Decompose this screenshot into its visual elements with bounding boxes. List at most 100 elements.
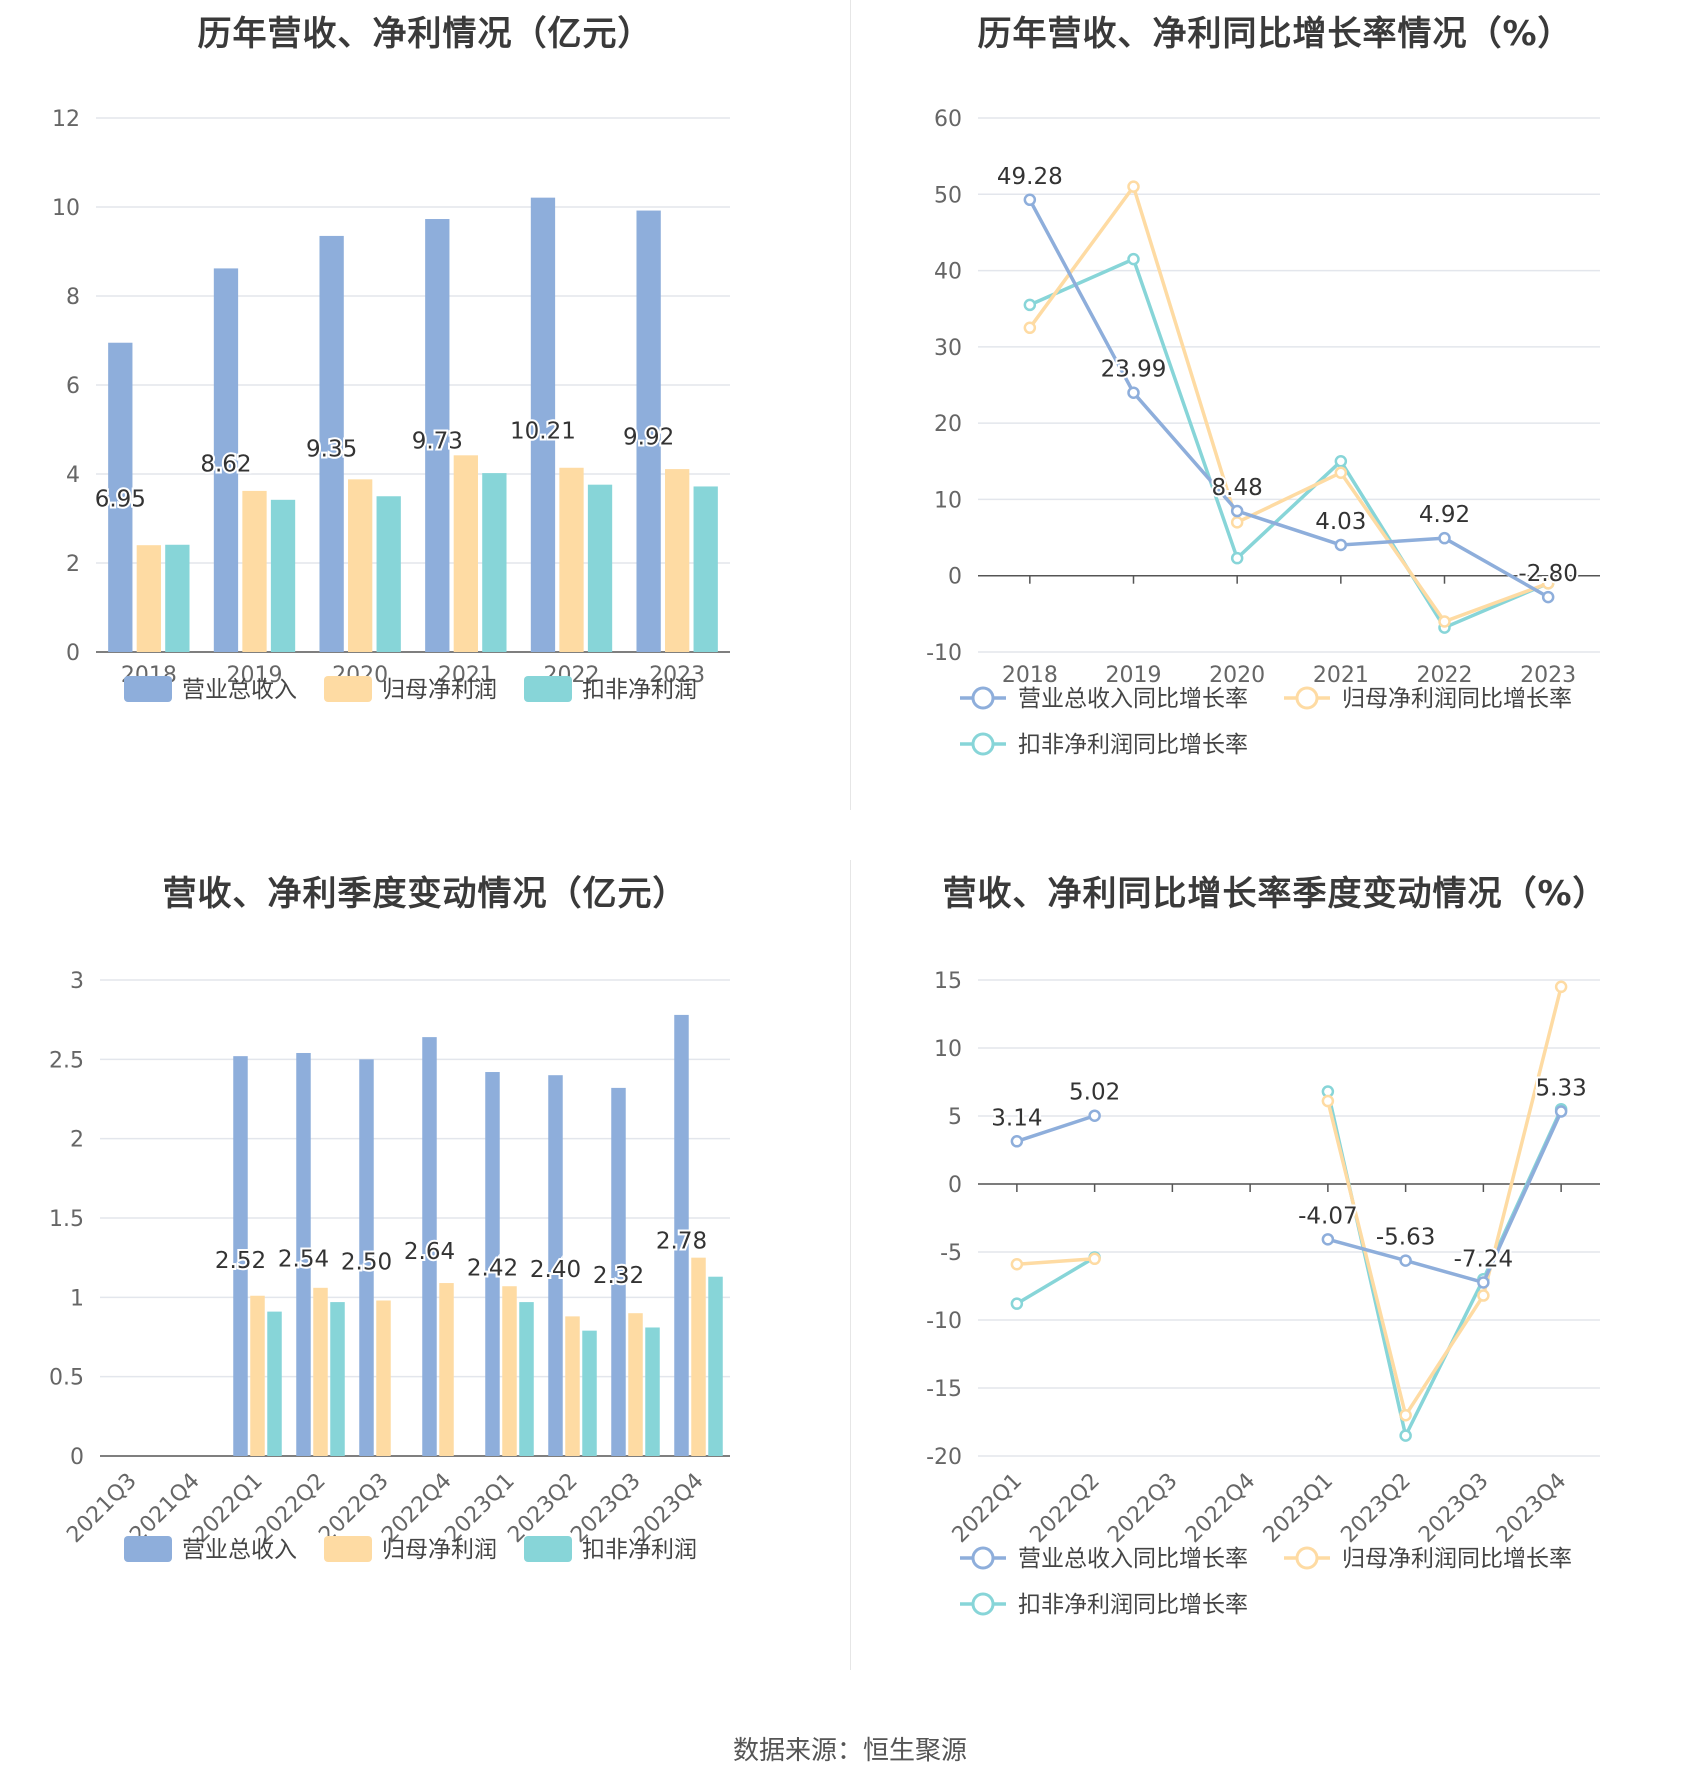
legend-swatch	[124, 1536, 172, 1562]
data-label: -7.24	[1454, 1246, 1514, 1272]
x-tick-label: 2021	[1313, 663, 1369, 688]
quarterly-amounts-chart: 0 0.5 1 1.5 2 2.5 3 2.52 2.54 2.50 2.64 2.42 2.40 2.3…	[49, 969, 730, 1563]
legend-marker	[1295, 686, 1319, 710]
x-tick-label: 2022Q1	[948, 1469, 1027, 1548]
x-tick-label: 2019	[1106, 663, 1162, 688]
data-label: 49.28	[997, 164, 1063, 190]
x-tick-label: 2022Q2	[1025, 1469, 1104, 1548]
legend-label: 扣非净利润	[582, 677, 697, 703]
bar-net-profit	[559, 467, 584, 652]
legend-label: 归母净利润同比增长率	[1342, 686, 1572, 712]
series-line	[1015, 1255, 1096, 1306]
series-point	[1010, 1297, 1024, 1310]
series-point	[1438, 615, 1451, 628]
series-point	[1088, 1109, 1101, 1122]
bar-revenue	[319, 235, 344, 653]
chart-title: 历年营收、净利情况（亿元）	[197, 14, 653, 54]
data-label: 2.40	[530, 1257, 581, 1283]
data-label: 2.32	[593, 1263, 644, 1289]
data-label: 9.92	[623, 425, 674, 451]
bar-net-profit	[313, 1287, 328, 1456]
series-line	[1016, 1114, 1096, 1143]
series-point	[1334, 455, 1348, 468]
series-line	[1016, 1257, 1095, 1266]
bar-revenue	[485, 1072, 500, 1456]
bar-deducted-profit	[519, 1302, 534, 1456]
legend-item: 归母净利润同比增长率	[1284, 686, 1572, 712]
data-label: 23.99	[1101, 357, 1167, 383]
bar-net-profit	[565, 1316, 580, 1456]
legend-label: 营业总收入同比增长率	[1018, 686, 1248, 712]
annual-amounts-panel: 历年营收、净利情况（亿元） 0 2 4 6 8 10 12 6.95 8.62 9.35 9.73 1…	[0, 0, 850, 860]
y-tick-label: -20	[926, 1445, 962, 1470]
chart-title: 历年营收、净利同比增长率情况（%）	[977, 14, 1573, 54]
data-label: 3.14	[991, 1105, 1042, 1131]
bar-net-profit	[665, 469, 690, 652]
series-point	[1127, 252, 1140, 266]
x-tick-label: 2023Q2	[1336, 1469, 1415, 1548]
legend-item: 扣非净利润	[524, 1536, 697, 1563]
series-point	[1438, 531, 1451, 545]
series-point	[1023, 298, 1037, 312]
y-tick-label: 10	[934, 488, 962, 513]
data-label: 2.54	[278, 1247, 329, 1273]
y-tick-label: -5	[940, 1241, 962, 1266]
bar-revenue	[359, 1059, 374, 1456]
bar-net-profit	[453, 455, 478, 652]
bar-net-profit	[439, 1283, 454, 1456]
series-line	[1028, 182, 1549, 624]
series-point	[1321, 1233, 1335, 1246]
series-point	[1010, 1257, 1024, 1271]
panel-divider	[850, 0, 851, 810]
series-point	[1399, 1254, 1412, 1267]
data-label: -4.07	[1298, 1203, 1358, 1229]
data-label: 9.35	[306, 436, 357, 462]
bar-revenue	[425, 219, 450, 652]
bar-revenue	[611, 1087, 626, 1456]
legend-item: 营业总收入	[124, 676, 297, 703]
legend-item: 归母净利润	[324, 1536, 497, 1563]
bar-net-profit	[376, 1300, 391, 1456]
series-point	[1477, 1289, 1490, 1302]
x-tick-label: 2023Q4	[1492, 1469, 1571, 1548]
legend-label: 营业总收入	[182, 677, 297, 703]
data-label: 2.42	[467, 1256, 518, 1282]
annual-growth-chart: -10 0 10 20 30 40 50 60 49.28 23.99 8.48 4.03 4.92 -2…	[926, 107, 1600, 758]
panel-divider	[850, 860, 851, 1670]
annual-growth-panel: 历年营收、净利同比增长率情况（%） -10 0 10 20 30 40 50 60 49.28 2…	[850, 0, 1700, 860]
bar-net-profit	[348, 479, 373, 652]
x-tick-label: 2018	[1002, 663, 1058, 688]
legend-label: 营业总收入同比增长率	[1018, 1546, 1248, 1572]
bar-deducted-profit	[708, 1276, 723, 1456]
data-label: 5.33	[1536, 1076, 1587, 1102]
legend-label: 扣非净利润同比增长率	[1018, 1592, 1248, 1618]
y-tick-label: 8	[66, 285, 80, 310]
series-point	[1230, 504, 1244, 518]
bar-deducted-profit	[376, 496, 401, 652]
series-point	[1127, 180, 1140, 193]
data-label: 8.62	[200, 452, 251, 478]
bar-revenue	[233, 1056, 248, 1456]
legend-item: 扣非净利润	[524, 676, 697, 703]
legend-label: 归母净利润同比增长率	[1342, 1546, 1572, 1572]
series-line	[1326, 1091, 1563, 1441]
chart-title: 营收、净利季度变动情况（亿元）	[162, 874, 688, 914]
series-point	[1541, 577, 1555, 590]
series-line	[1326, 986, 1563, 1420]
y-tick-label: -10	[926, 1309, 962, 1334]
legend-marker	[971, 732, 995, 756]
legend-marker	[971, 1592, 995, 1616]
y-tick-label: 3	[70, 969, 84, 994]
y-tick-label: 5	[948, 1105, 962, 1130]
series-point	[1554, 980, 1568, 994]
y-tick-label: 60	[934, 107, 962, 132]
legend-swatch	[324, 1536, 372, 1562]
legend-marker	[971, 1546, 995, 1570]
data-label: 6.95	[95, 487, 146, 513]
y-tick-label: 15	[934, 969, 962, 994]
bar-revenue	[213, 268, 239, 652]
legend-marker	[1295, 1546, 1319, 1570]
bar-deducted-profit	[482, 473, 507, 652]
y-tick-label: 30	[934, 336, 962, 361]
bar-revenue	[530, 197, 556, 652]
